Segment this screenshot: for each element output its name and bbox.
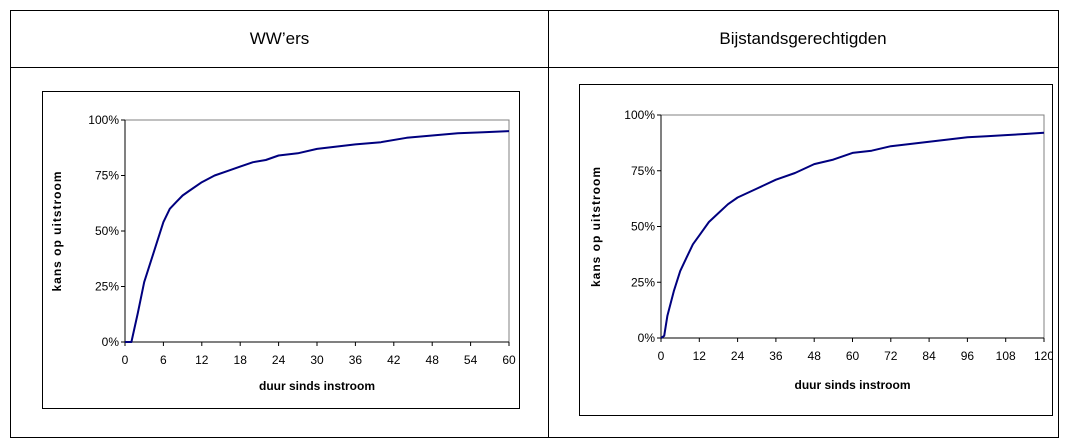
table-frame: WW’ers Bijstandsgerechtigden — [10, 10, 1059, 438]
y-tick-label: 100% — [624, 108, 655, 122]
y-tick-label: 0% — [638, 331, 656, 345]
x-tick-label: 0 — [122, 353, 129, 367]
y-tick-label: 50% — [95, 224, 119, 238]
chart-frame-ww: 0% 25% 50% 75% 100% 0 6 12 18 24 30 36 42 48 54 60 duur … — [42, 91, 520, 409]
y-tick-label: 75% — [631, 164, 655, 178]
x-tick-label: 60 — [502, 353, 516, 367]
x-tick-label: 96 — [961, 349, 975, 363]
y-axis-label: kans op uitstroom — [589, 166, 603, 287]
x-tick-label: 30 — [310, 353, 324, 367]
series-line — [125, 130, 510, 343]
y-tick-label: 100% — [88, 113, 119, 127]
x-tick-label: 42 — [387, 353, 401, 367]
x-tick-label: 60 — [846, 349, 860, 363]
x-tick-label: 36 — [349, 353, 363, 367]
x-tick-label: 120 — [1034, 349, 1052, 363]
x-tick-label: 12 — [693, 349, 707, 363]
y-tick-label: 75% — [95, 169, 119, 183]
chart-ww: 0% 25% 50% 75% 100% 0 6 12 18 24 30 36 42 48 54 60 duur … — [50, 113, 516, 393]
x-axis-label: duur sinds instroom — [259, 379, 375, 393]
x-tick-label: 0 — [658, 349, 665, 363]
x-tick-label: 48 — [808, 349, 822, 363]
y-tick-label: 50% — [631, 220, 655, 234]
x-tick-label: 36 — [769, 349, 783, 363]
column-header-bijstand: Bijstandsgerechtigden — [719, 29, 887, 48]
x-tick-label: 108 — [996, 349, 1016, 363]
series-line — [660, 131, 1045, 339]
x-tick-label: 6 — [160, 353, 167, 367]
x-tick-label: 54 — [464, 353, 478, 367]
plot-area — [660, 114, 1045, 339]
y-tick-label: 0% — [102, 335, 120, 349]
table-divider-horizontal — [11, 67, 1058, 68]
x-tick-label: 72 — [884, 349, 898, 363]
x-tick-label: 24 — [272, 353, 286, 367]
x-tick-label: 84 — [922, 349, 936, 363]
y-tick-label: 25% — [631, 275, 655, 289]
x-tick-label: 12 — [195, 353, 209, 367]
plot-area — [124, 119, 510, 343]
x-tick-label: 24 — [731, 349, 745, 363]
x-tick-label: 18 — [234, 353, 248, 367]
x-axis-label: duur sinds instroom — [794, 378, 910, 392]
chart-bijstand: 0% 25% 50% 75% 100% 0 12 24 36 48 60 72 84 96 108 120 du… — [589, 108, 1054, 392]
x-tick-label: 48 — [426, 353, 440, 367]
column-header-ww: WW’ers — [249, 29, 310, 48]
y-tick-label: 25% — [95, 280, 119, 294]
table-divider-vertical — [548, 11, 549, 437]
y-axis-label: kans op uitstroom — [50, 170, 64, 291]
chart-frame-bijstand: 0% 25% 50% 75% 100% 0 12 24 36 48 60 72 84 96 108 120 du… — [579, 84, 1054, 416]
